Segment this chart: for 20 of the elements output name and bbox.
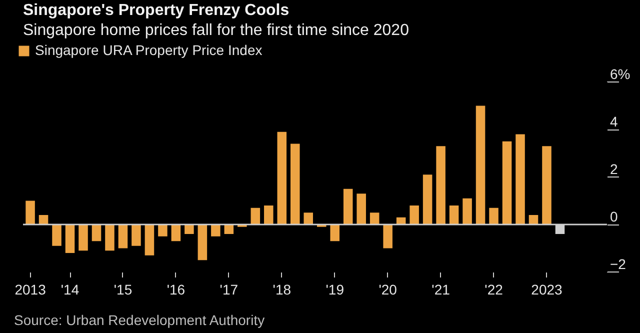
y-tick-label: 4 [610, 114, 618, 130]
x-tick-label: '19 [326, 282, 344, 298]
x-tick-label: 2013 [14, 282, 46, 298]
x-tick-label: '14 [60, 282, 80, 298]
y-tick-label: 6% [610, 66, 630, 82]
chart-subtitle: Singapore home prices fall for the first time since 2020 [23, 22, 410, 39]
legend-label: Singapore URA Property Price Index [35, 42, 262, 58]
x-tick-label: 2023 [531, 282, 563, 298]
x-tick-label: '21 [432, 282, 450, 298]
x-tick-label: '20 [378, 282, 398, 298]
y-tick-label: 2 [610, 161, 618, 177]
x-tick-label: '22 [484, 282, 504, 298]
x-tick-label: '15 [114, 282, 132, 298]
source-note: Source: Urban Redevelopment Authority [14, 312, 265, 328]
y-tick-label: 0 [610, 208, 618, 224]
x-tick-label: '18 [272, 282, 292, 298]
x-tick-label: '16 [166, 282, 186, 298]
x-tick-label: '17 [220, 282, 238, 298]
y-tick-label: −2 [610, 256, 626, 272]
chart-title: Singapore's Property Frenzy Cools [23, 2, 290, 19]
